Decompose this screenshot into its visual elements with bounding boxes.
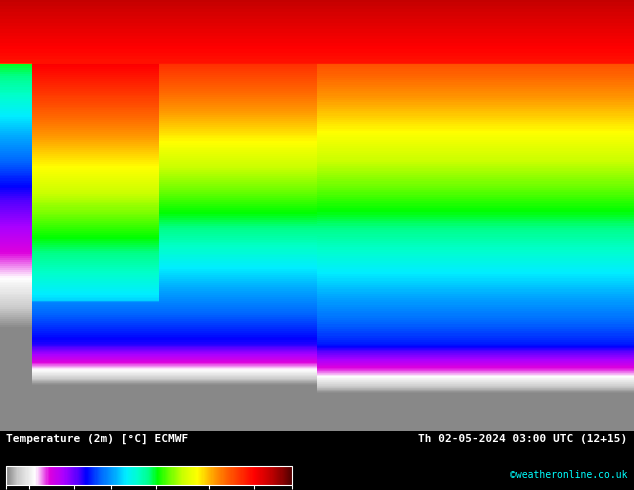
Text: ©weatheronline.co.uk: ©weatheronline.co.uk: [510, 470, 628, 480]
Text: Th 02-05-2024 03:00 UTC (12+15): Th 02-05-2024 03:00 UTC (12+15): [418, 434, 628, 443]
Text: Temperature (2m) [°C] ECMWF: Temperature (2m) [°C] ECMWF: [6, 434, 188, 444]
